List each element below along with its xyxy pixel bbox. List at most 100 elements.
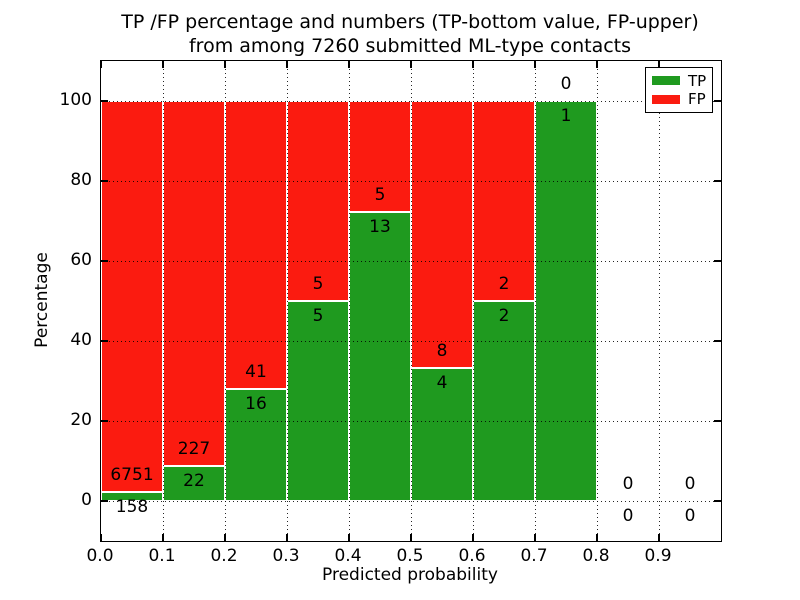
x-tick-label: 0.2 xyxy=(210,546,238,566)
bar-fp-segment xyxy=(473,101,535,301)
bar-tp-segment xyxy=(287,301,349,501)
legend-entry-fp: FP xyxy=(652,91,706,107)
x-tick-label: 0.6 xyxy=(458,546,486,566)
legend-label-tp: TP xyxy=(688,71,707,90)
tp-count-label: 2 xyxy=(498,306,510,326)
y-tick-label: 0 xyxy=(81,490,92,510)
x-tick-mark-bottom xyxy=(348,534,350,541)
tp-count-label: 13 xyxy=(369,217,391,238)
y-tick-mark-left xyxy=(101,100,108,102)
y-tick-label: 100 xyxy=(59,90,92,110)
vertical-gridline xyxy=(473,61,474,541)
fp-count-label: 0 xyxy=(622,474,634,494)
bar-fp-segment xyxy=(287,101,349,301)
y-tick-mark-right xyxy=(714,420,721,422)
x-tick-mark-bottom xyxy=(410,534,412,541)
tp-count-label: 4 xyxy=(436,372,448,393)
legend-swatch-fp xyxy=(652,94,680,104)
x-tick-label: 0.7 xyxy=(520,546,548,566)
x-tick-mark-top xyxy=(658,61,660,68)
x-tick-label: 0.1 xyxy=(148,546,176,566)
x-tick-mark-top xyxy=(100,61,102,68)
x-axis-label: Predicted probability xyxy=(322,565,498,585)
bar-tp-segment xyxy=(535,101,597,501)
bar-fp-segment xyxy=(101,101,163,492)
x-tick-mark-bottom xyxy=(286,534,288,541)
vertical-gridline xyxy=(411,61,412,541)
vertical-gridline xyxy=(225,61,226,541)
x-tick-label: 0.0 xyxy=(86,546,114,566)
x-tick-mark-top xyxy=(286,61,288,68)
plot-area: 6751 158 227 22 41 16 5 5 5 13 8 4 2 2 0 1 0 0 0 0 xyxy=(100,60,722,542)
tp-count-label: 158 xyxy=(115,496,149,517)
x-tick-label: 0.9 xyxy=(644,546,672,566)
legend: TP FP xyxy=(645,67,713,113)
fp-count-label: 41 xyxy=(245,361,267,382)
y-tick-mark-left xyxy=(101,420,108,422)
y-tick-mark-left xyxy=(101,180,108,182)
bar-tp-segment xyxy=(411,367,473,501)
x-tick-label: 0.3 xyxy=(272,546,300,566)
x-tick-mark-bottom xyxy=(472,534,474,541)
x-tick-mark-top xyxy=(224,61,226,68)
x-tick-mark-bottom xyxy=(100,534,102,541)
legend-entry-tp: TP xyxy=(652,73,706,89)
legend-swatch-tp xyxy=(652,76,680,86)
y-tick-label: 20 xyxy=(70,410,92,430)
x-tick-mark-bottom xyxy=(534,534,536,541)
fp-count-label: 6751 xyxy=(110,464,154,485)
y-tick-mark-right xyxy=(714,260,721,262)
bar-fp-segment xyxy=(411,101,473,368)
bar-tp-segment xyxy=(101,491,163,501)
x-tick-mark-top xyxy=(410,61,412,68)
y-tick-label: 60 xyxy=(70,250,92,270)
tp-count-label: 0 xyxy=(622,506,634,526)
vertical-gridline xyxy=(287,61,288,541)
vertical-gridline xyxy=(597,61,598,541)
tp-count-label: 0 xyxy=(684,506,696,526)
x-tick-mark-bottom xyxy=(162,534,164,541)
y-tick-mark-right xyxy=(714,100,721,102)
bar-tp-segment xyxy=(163,465,225,501)
vertical-gridline xyxy=(659,61,660,541)
chart-title: TP /FP percentage and numbers (TP-bottom… xyxy=(90,10,730,58)
legend-label-fp: FP xyxy=(688,90,706,109)
x-tick-label: 0.5 xyxy=(396,546,424,566)
y-tick-label: 40 xyxy=(70,330,92,350)
fp-count-label: 5 xyxy=(312,274,324,294)
tp-count-label: 1 xyxy=(560,106,572,126)
bar-tp-segment xyxy=(349,212,411,501)
y-tick-mark-right xyxy=(714,340,721,342)
x-tick-mark-bottom xyxy=(658,534,660,541)
x-tick-mark-top xyxy=(348,61,350,68)
x-tick-mark-bottom xyxy=(596,534,598,541)
x-tick-label: 0.8 xyxy=(582,546,610,566)
fp-count-label: 227 xyxy=(177,438,211,459)
vertical-gridline xyxy=(535,61,536,541)
y-tick-mark-left xyxy=(101,260,108,262)
y-tick-mark-left xyxy=(101,500,108,502)
x-tick-mark-top xyxy=(162,61,164,68)
vertical-gridline xyxy=(349,61,350,541)
x-tick-mark-top xyxy=(596,61,598,68)
chart-title-line1: TP /FP percentage and numbers (TP-bottom… xyxy=(121,11,699,33)
fp-count-label: 0 xyxy=(684,474,696,494)
tp-count-label: 5 xyxy=(312,306,324,326)
y-tick-mark-right xyxy=(714,500,721,502)
bar-tp-segment xyxy=(473,301,535,501)
bar-fp-segment xyxy=(225,101,287,389)
fp-count-label: 0 xyxy=(560,74,572,94)
tp-count-label: 16 xyxy=(245,393,267,414)
fp-count-label: 5 xyxy=(374,185,386,206)
fp-count-label: 8 xyxy=(436,340,448,361)
fp-count-label: 2 xyxy=(498,274,510,294)
x-tick-mark-bottom xyxy=(224,534,226,541)
y-tick-label: 80 xyxy=(70,170,92,190)
bar-fp-segment xyxy=(163,101,225,466)
x-tick-label: 0.4 xyxy=(334,546,362,566)
x-tick-mark-top xyxy=(534,61,536,68)
tp-count-label: 22 xyxy=(183,470,205,491)
vertical-gridline xyxy=(163,61,164,541)
chart-title-line2: from among 7260 submitted ML-type contac… xyxy=(188,35,632,57)
